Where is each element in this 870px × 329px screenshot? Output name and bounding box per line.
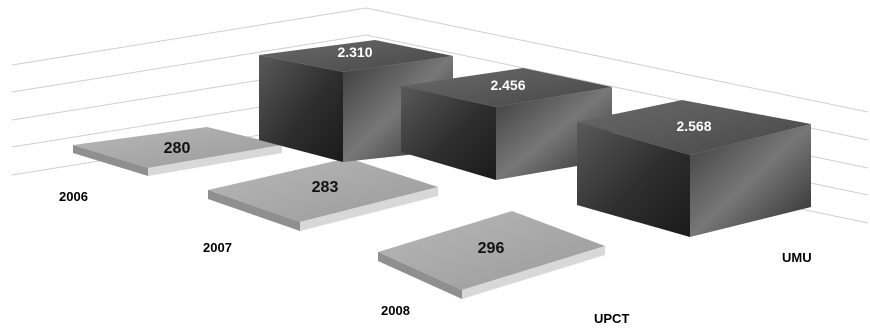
- bar-upct-2006: [73, 127, 282, 176]
- series-upct: [73, 127, 605, 299]
- bar-umu-2008: [577, 100, 811, 237]
- bar-upct-2007-top: [208, 158, 438, 222]
- bar-upct-2007-front: [208, 190, 300, 231]
- bar-umu-2006-top: [259, 40, 453, 72]
- series-umu: [259, 40, 811, 237]
- bar-upct-2008-side: [462, 246, 605, 299]
- series-label-upct: UPCT: [594, 311, 629, 326]
- bar-upct-2006-front: [73, 145, 148, 176]
- bar-upct-2008-front: [378, 252, 462, 299]
- data-label-umu-2008: 2.568: [676, 118, 711, 134]
- series-label-umu: UMU: [782, 250, 812, 265]
- data-label-umu-2006: 2.310: [337, 44, 372, 60]
- bar-umu-2008-top: [577, 100, 811, 155]
- bar-umu-2008-front: [577, 122, 690, 237]
- data-label-umu-2007: 2.456: [490, 77, 525, 93]
- category-label-2008: 2008: [381, 303, 410, 318]
- bar-upct-2007: [208, 158, 438, 231]
- bar-upct-2008: [378, 211, 605, 299]
- gridline: [11, 7, 869, 113]
- bar-umu-2006-front: [259, 55, 343, 162]
- bar-upct-2008-top: [378, 211, 605, 290]
- bar-upct-2006-side: [148, 145, 282, 176]
- category-label-2007: 2007: [203, 240, 232, 255]
- data-label-upct-2008: 296: [478, 240, 505, 257]
- data-label-upct-2007: 283: [312, 179, 339, 196]
- data-label-upct-2006: 280: [164, 140, 191, 157]
- bar-umu-2008-side: [690, 124, 811, 237]
- bar-upct-2007-side: [300, 187, 438, 231]
- category-label-2006: 2006: [59, 189, 88, 204]
- bar-umu-2007-top: [401, 68, 612, 107]
- bar-upct-2006-top: [73, 127, 282, 168]
- bar-umu-2007-front: [401, 86, 496, 180]
